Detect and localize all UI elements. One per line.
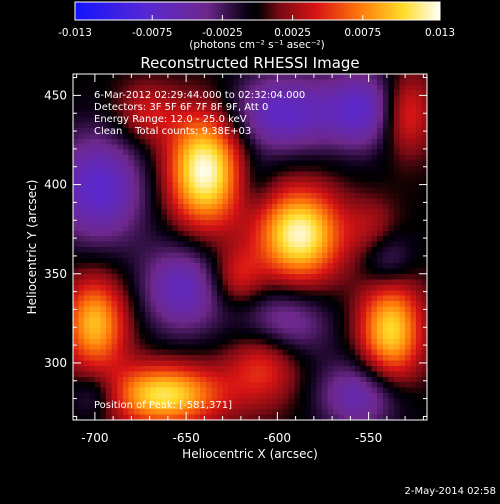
colorbar-tick-label: -0.0075 bbox=[132, 27, 173, 39]
colorbar-frame bbox=[74, 1, 441, 21]
colorbar-gradient bbox=[75, 2, 440, 20]
x-axis-label: Heliocentric X (arcsec) bbox=[182, 447, 318, 461]
plot-frame bbox=[72, 73, 428, 421]
y-tick-label: 300 bbox=[44, 356, 67, 370]
colorbar-tick-label: -0.013 bbox=[58, 27, 92, 39]
colorbar-tick-label: 0.0025 bbox=[274, 27, 311, 39]
colorbar-ticks: -0.013 -0.0075 -0.0025 0.0025 0.0075 0.013 bbox=[58, 15, 455, 39]
y-axis-label: Heliocentric Y (arcsec) bbox=[25, 180, 39, 315]
annotation-block: 6-Mar-2012 02:29:44.000 to 02:32:04.000 … bbox=[94, 90, 305, 137]
colorbar-tick-label: 0.013 bbox=[425, 27, 455, 39]
x-tick-label: -600 bbox=[264, 431, 291, 445]
axis-ticks: -700 -650 -600 -550 300 350 400 450 bbox=[44, 74, 427, 445]
colorbar-tick-label: -0.0025 bbox=[202, 27, 243, 39]
date-stamp: 2-May-2014 02:58 bbox=[404, 486, 496, 497]
y-tick-label: 350 bbox=[44, 267, 67, 281]
colorbar-units: (photons cm⁻² s⁻¹ asec⁻²) bbox=[189, 39, 324, 51]
x-tick-label: -550 bbox=[355, 431, 382, 445]
annotation-time-range: 6-Mar-2012 02:29:44.000 to 02:32:04.000 bbox=[94, 90, 305, 101]
colorbar-tick-label: 0.0075 bbox=[344, 27, 381, 39]
annotation-peak-position: Position of Peak: [-581,371] bbox=[94, 400, 232, 411]
annotation-energy-range: Energy Range: 12.0 - 25.0 keV bbox=[94, 114, 247, 125]
x-tick-label: -650 bbox=[173, 431, 200, 445]
y-tick-label: 450 bbox=[44, 88, 67, 102]
x-tick-label: -700 bbox=[81, 431, 108, 445]
annotation-detectors: Detectors: 3F 5F 6F 7F 8F 9F, Att 0 bbox=[94, 102, 268, 113]
colorbar: -0.013 -0.0075 -0.0025 0.0025 0.0075 0.013 (p… bbox=[58, 1, 455, 51]
annotation-clean-counts: Clean Total counts: 9.38E+03 bbox=[94, 126, 251, 137]
y-tick-label: 400 bbox=[44, 178, 67, 192]
chart-title: Reconstructed RHESSI Image bbox=[140, 54, 359, 72]
heatmap-image bbox=[73, 74, 427, 420]
